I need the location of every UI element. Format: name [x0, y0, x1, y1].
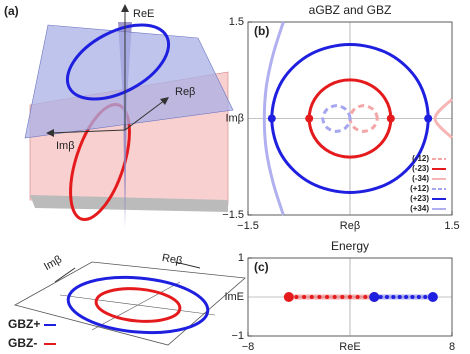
- y-tick-label: 1.5: [229, 16, 244, 28]
- axis-label: Imβ: [56, 140, 75, 152]
- legend-label: (+34): [410, 204, 429, 213]
- axis: [91, 281, 181, 331]
- y-tick-label: −1.5: [222, 209, 244, 221]
- arrow: [160, 97, 169, 105]
- panel-a: (a) ReE Imβ Reβ Imβ Reβ GBZ+ GBZ-: [4, 4, 246, 350]
- spectrum-point: [423, 295, 428, 299]
- spectrum-point: [348, 295, 352, 299]
- panel-label: (b): [254, 24, 269, 38]
- y-axis-label: ImE: [224, 291, 244, 303]
- x-axis-label: Reβ: [340, 220, 360, 232]
- blue-loop: [65, 23, 171, 101]
- axis: [54, 267, 76, 283]
- legend-label: (+23): [410, 194, 429, 203]
- axis: [49, 129, 126, 134]
- curve: [433, 98, 454, 139]
- spectrum-point: [416, 295, 421, 299]
- panel-label: (a): [4, 4, 19, 18]
- marker: [305, 114, 314, 123]
- x-axis-label: ReE: [339, 341, 360, 353]
- curve: [262, 21, 285, 216]
- spectrum-point: [302, 295, 307, 299]
- chart-title: aGBZ and GBZ: [309, 3, 392, 17]
- curve: [321, 104, 352, 133]
- x-tick-label: −1.5: [237, 220, 259, 232]
- surface-edge: [30, 195, 228, 212]
- y-axis-label: Imβ: [225, 112, 244, 124]
- legend-label: (-23): [412, 164, 429, 173]
- y-tick-label: 1: [238, 252, 244, 264]
- spectrum-point: [317, 295, 322, 299]
- base-plane: [13, 261, 246, 346]
- blue-surface: [24, 24, 234, 139]
- spectrum-point: [427, 292, 438, 302]
- axis-label: Reβ: [175, 86, 195, 98]
- spectrum-point: [325, 295, 330, 299]
- spectrum-point: [391, 295, 396, 299]
- spectrum-point: [378, 295, 383, 299]
- spectrum-point: [283, 292, 294, 302]
- spectrum-point: [355, 295, 360, 299]
- spectrum-point: [404, 295, 409, 299]
- spectrum-point: [384, 295, 389, 299]
- spectrum-point: [340, 295, 345, 299]
- axis: [124, 99, 166, 131]
- arrow: [121, 4, 129, 12]
- red-loop-projection: [94, 287, 182, 323]
- axis-label: Reβ: [161, 252, 183, 267]
- legend-label: GBZ-: [8, 336, 37, 350]
- x-tick-label: 1.5: [444, 220, 459, 232]
- panel-label: (c): [254, 260, 269, 274]
- legend-label: (-12): [412, 154, 429, 163]
- chart-title: Energy: [331, 239, 369, 253]
- legend-label: (-34): [412, 174, 429, 183]
- axis: [174, 261, 201, 269]
- legend-label: GBZ+: [8, 317, 40, 331]
- blue-loop-projection: [66, 275, 210, 335]
- x-tick-label: −8: [242, 341, 255, 353]
- arrow: [46, 129, 54, 137]
- marker: [386, 114, 395, 123]
- axis: [59, 294, 216, 316]
- marker: [424, 114, 433, 123]
- spectrum-point: [294, 295, 299, 299]
- legend-label: (+12): [410, 184, 429, 193]
- spectrum-point: [397, 295, 402, 299]
- axis-label: ReE: [133, 8, 154, 20]
- spectrum-point: [369, 292, 380, 302]
- spectrum-point: [410, 295, 415, 299]
- spectrum-point: [309, 295, 314, 299]
- axis-label: Imβ: [42, 253, 64, 273]
- x-tick-label: 8: [449, 341, 455, 353]
- spectrum-point: [332, 295, 337, 299]
- spectrum-point: [363, 295, 368, 299]
- marker: [267, 114, 276, 123]
- y-tick-label: −1: [231, 330, 244, 342]
